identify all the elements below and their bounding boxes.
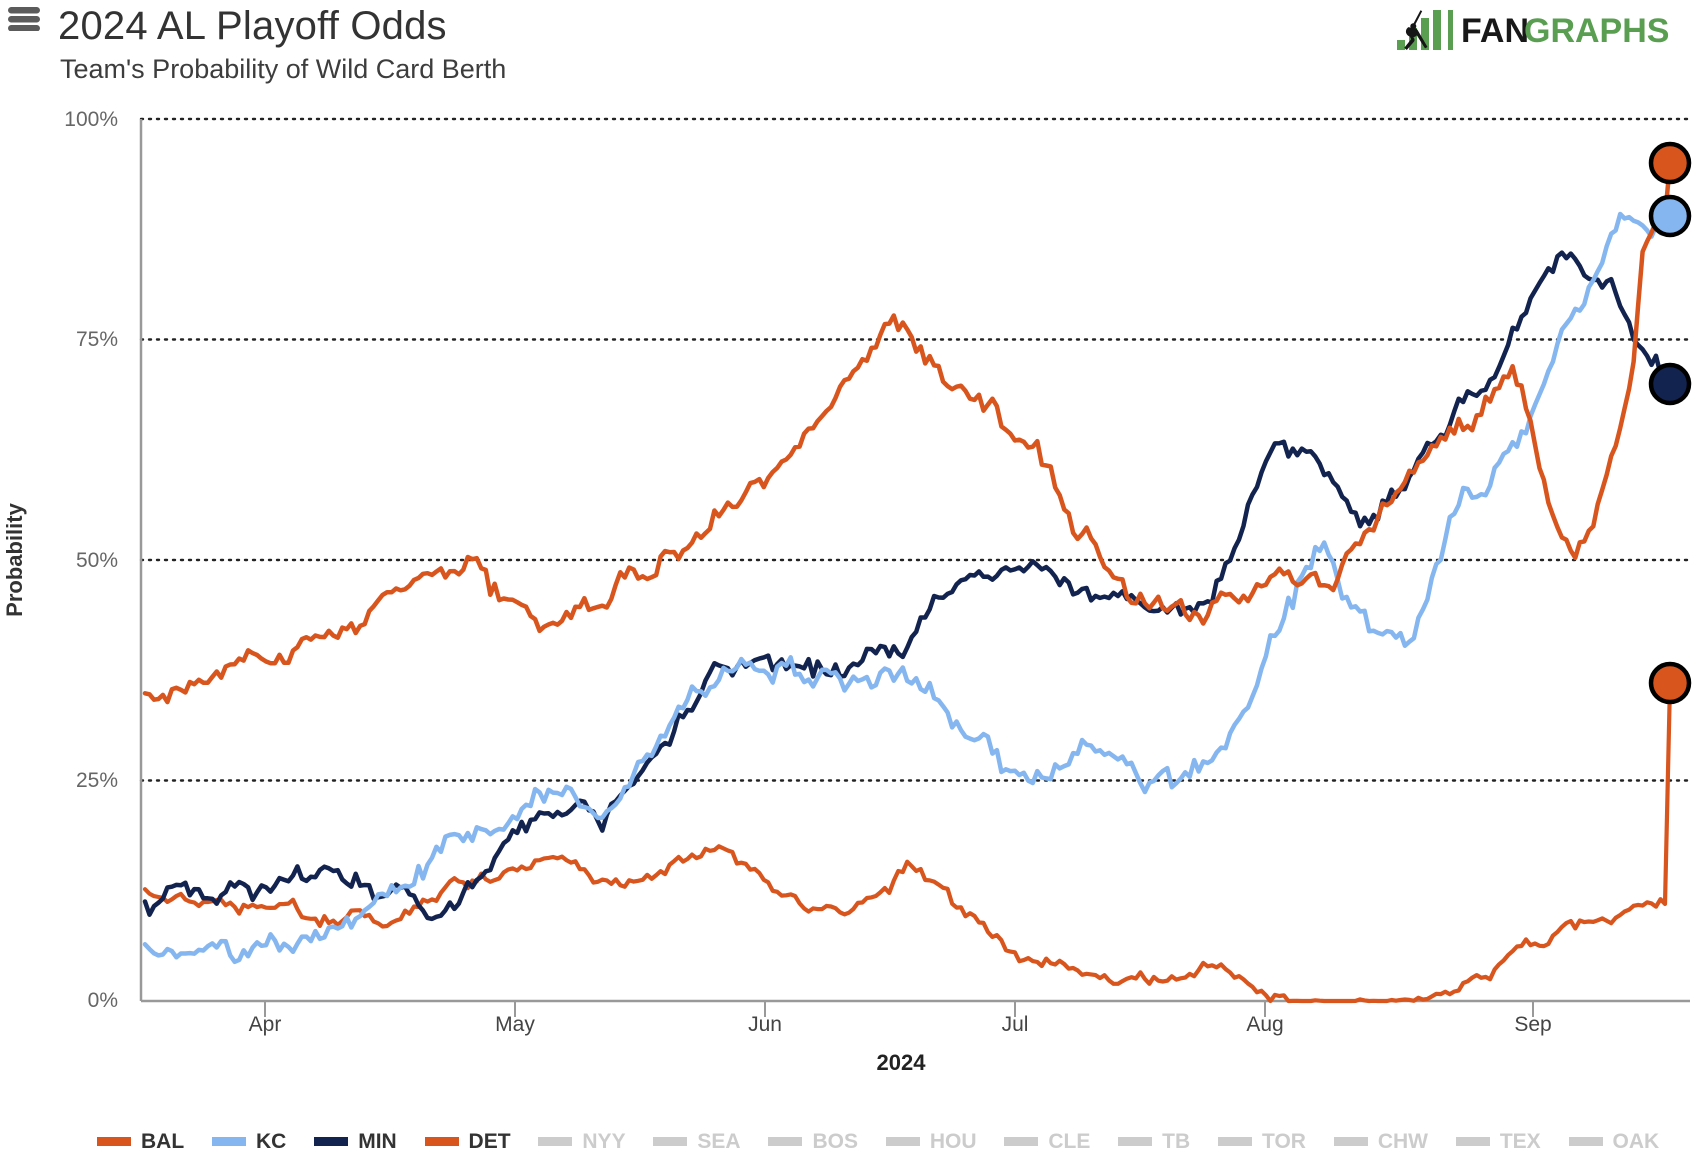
svg-text:FAN: FAN bbox=[1461, 12, 1529, 50]
svg-text:GRAPHS: GRAPHS bbox=[1524, 12, 1669, 50]
